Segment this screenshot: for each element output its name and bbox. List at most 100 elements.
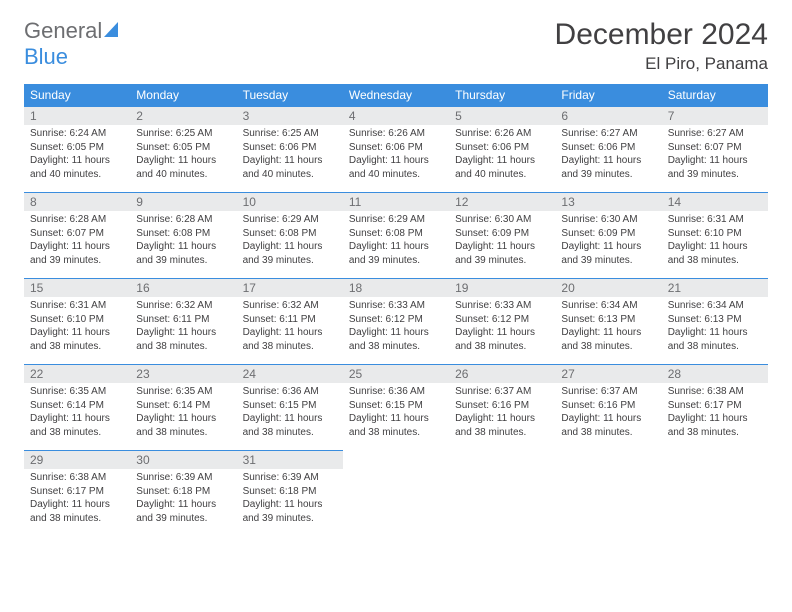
calendar-cell: 5Sunrise: 6:26 AMSunset: 6:06 PMDaylight…	[449, 106, 555, 192]
day-cell: 15Sunrise: 6:31 AMSunset: 6:10 PMDayligh…	[24, 278, 130, 364]
day-number: 24	[237, 365, 343, 383]
calendar-cell: 9Sunrise: 6:28 AMSunset: 6:08 PMDaylight…	[130, 192, 236, 278]
day-details: Sunrise: 6:29 AMSunset: 6:08 PMDaylight:…	[237, 211, 343, 269]
day-cell: 5Sunrise: 6:26 AMSunset: 6:06 PMDaylight…	[449, 106, 555, 192]
day-details: Sunrise: 6:27 AMSunset: 6:07 PMDaylight:…	[662, 125, 768, 183]
calendar-cell: 6Sunrise: 6:27 AMSunset: 6:06 PMDaylight…	[555, 106, 661, 192]
logo-text-gray: General	[24, 18, 102, 43]
day-cell: 14Sunrise: 6:31 AMSunset: 6:10 PMDayligh…	[662, 192, 768, 278]
day-details: Sunrise: 6:36 AMSunset: 6:15 PMDaylight:…	[237, 383, 343, 441]
day-cell: 3Sunrise: 6:25 AMSunset: 6:06 PMDaylight…	[237, 106, 343, 192]
calendar-cell: 20Sunrise: 6:34 AMSunset: 6:13 PMDayligh…	[555, 278, 661, 364]
day-number: 10	[237, 193, 343, 211]
day-number: 6	[555, 107, 661, 125]
calendar-cell: 14Sunrise: 6:31 AMSunset: 6:10 PMDayligh…	[662, 192, 768, 278]
day-details: Sunrise: 6:26 AMSunset: 6:06 PMDaylight:…	[449, 125, 555, 183]
day-number: 28	[662, 365, 768, 383]
day-cell: 16Sunrise: 6:32 AMSunset: 6:11 PMDayligh…	[130, 278, 236, 364]
calendar-row: 29Sunrise: 6:38 AMSunset: 6:17 PMDayligh…	[24, 450, 768, 536]
day-number: 7	[662, 107, 768, 125]
calendar-cell: 13Sunrise: 6:30 AMSunset: 6:09 PMDayligh…	[555, 192, 661, 278]
calendar-cell: 24Sunrise: 6:36 AMSunset: 6:15 PMDayligh…	[237, 364, 343, 450]
day-cell: 2Sunrise: 6:25 AMSunset: 6:05 PMDaylight…	[130, 106, 236, 192]
day-number: 5	[449, 107, 555, 125]
day-details: Sunrise: 6:24 AMSunset: 6:05 PMDaylight:…	[24, 125, 130, 183]
day-details: Sunrise: 6:28 AMSunset: 6:07 PMDaylight:…	[24, 211, 130, 269]
day-details: Sunrise: 6:39 AMSunset: 6:18 PMDaylight:…	[237, 469, 343, 527]
day-cell: 12Sunrise: 6:30 AMSunset: 6:09 PMDayligh…	[449, 192, 555, 278]
day-cell: 20Sunrise: 6:34 AMSunset: 6:13 PMDayligh…	[555, 278, 661, 364]
day-number: 18	[343, 279, 449, 297]
day-details: Sunrise: 6:38 AMSunset: 6:17 PMDaylight:…	[662, 383, 768, 441]
calendar-cell: 27Sunrise: 6:37 AMSunset: 6:16 PMDayligh…	[555, 364, 661, 450]
calendar-cell: 11Sunrise: 6:29 AMSunset: 6:08 PMDayligh…	[343, 192, 449, 278]
calendar-cell: 18Sunrise: 6:33 AMSunset: 6:12 PMDayligh…	[343, 278, 449, 364]
day-number: 14	[662, 193, 768, 211]
day-number: 27	[555, 365, 661, 383]
day-number: 19	[449, 279, 555, 297]
weekday-row: SundayMondayTuesdayWednesdayThursdayFrid…	[24, 84, 768, 106]
calendar-cell: 10Sunrise: 6:29 AMSunset: 6:08 PMDayligh…	[237, 192, 343, 278]
day-cell: 25Sunrise: 6:36 AMSunset: 6:15 PMDayligh…	[343, 364, 449, 450]
day-cell: 7Sunrise: 6:27 AMSunset: 6:07 PMDaylight…	[662, 106, 768, 192]
day-details: Sunrise: 6:32 AMSunset: 6:11 PMDaylight:…	[237, 297, 343, 355]
day-cell: 22Sunrise: 6:35 AMSunset: 6:14 PMDayligh…	[24, 364, 130, 450]
day-details: Sunrise: 6:39 AMSunset: 6:18 PMDaylight:…	[130, 469, 236, 527]
calendar-cell: 19Sunrise: 6:33 AMSunset: 6:12 PMDayligh…	[449, 278, 555, 364]
day-cell: 28Sunrise: 6:38 AMSunset: 6:17 PMDayligh…	[662, 364, 768, 450]
day-details: Sunrise: 6:28 AMSunset: 6:08 PMDaylight:…	[130, 211, 236, 269]
calendar-cell: 4Sunrise: 6:26 AMSunset: 6:06 PMDaylight…	[343, 106, 449, 192]
day-details: Sunrise: 6:25 AMSunset: 6:05 PMDaylight:…	[130, 125, 236, 183]
day-cell: 1Sunrise: 6:24 AMSunset: 6:05 PMDaylight…	[24, 106, 130, 192]
day-details: Sunrise: 6:35 AMSunset: 6:14 PMDaylight:…	[24, 383, 130, 441]
day-details: Sunrise: 6:26 AMSunset: 6:06 PMDaylight:…	[343, 125, 449, 183]
month-title: December 2024	[555, 18, 768, 52]
calendar-head: SundayMondayTuesdayWednesdayThursdayFrid…	[24, 84, 768, 106]
day-cell: 21Sunrise: 6:34 AMSunset: 6:13 PMDayligh…	[662, 278, 768, 364]
calendar-cell: 25Sunrise: 6:36 AMSunset: 6:15 PMDayligh…	[343, 364, 449, 450]
day-cell: 29Sunrise: 6:38 AMSunset: 6:17 PMDayligh…	[24, 450, 130, 536]
day-details: Sunrise: 6:29 AMSunset: 6:08 PMDaylight:…	[343, 211, 449, 269]
calendar-cell: 30Sunrise: 6:39 AMSunset: 6:18 PMDayligh…	[130, 450, 236, 536]
day-cell: 17Sunrise: 6:32 AMSunset: 6:11 PMDayligh…	[237, 278, 343, 364]
day-cell: 9Sunrise: 6:28 AMSunset: 6:08 PMDaylight…	[130, 192, 236, 278]
calendar-cell: 2Sunrise: 6:25 AMSunset: 6:05 PMDaylight…	[130, 106, 236, 192]
day-cell: 24Sunrise: 6:36 AMSunset: 6:15 PMDayligh…	[237, 364, 343, 450]
day-cell: 26Sunrise: 6:37 AMSunset: 6:16 PMDayligh…	[449, 364, 555, 450]
day-number: 9	[130, 193, 236, 211]
weekday-header: Monday	[130, 84, 236, 106]
calendar-row: 22Sunrise: 6:35 AMSunset: 6:14 PMDayligh…	[24, 364, 768, 450]
day-number: 3	[237, 107, 343, 125]
day-number: 4	[343, 107, 449, 125]
day-details: Sunrise: 6:33 AMSunset: 6:12 PMDaylight:…	[343, 297, 449, 355]
calendar-cell: 26Sunrise: 6:37 AMSunset: 6:16 PMDayligh…	[449, 364, 555, 450]
day-number: 26	[449, 365, 555, 383]
day-cell: 19Sunrise: 6:33 AMSunset: 6:12 PMDayligh…	[449, 278, 555, 364]
calendar-cell: 12Sunrise: 6:30 AMSunset: 6:09 PMDayligh…	[449, 192, 555, 278]
calendar-cell	[662, 450, 768, 536]
day-cell: 4Sunrise: 6:26 AMSunset: 6:06 PMDaylight…	[343, 106, 449, 192]
page: GeneralBlue December 2024 El Piro, Panam…	[0, 0, 792, 554]
calendar-row: 1Sunrise: 6:24 AMSunset: 6:05 PMDaylight…	[24, 106, 768, 192]
calendar-cell: 23Sunrise: 6:35 AMSunset: 6:14 PMDayligh…	[130, 364, 236, 450]
calendar-cell: 21Sunrise: 6:34 AMSunset: 6:13 PMDayligh…	[662, 278, 768, 364]
logo-sail-icon	[104, 18, 124, 44]
weekday-header: Tuesday	[237, 84, 343, 106]
location: El Piro, Panama	[555, 54, 768, 74]
day-number: 1	[24, 107, 130, 125]
calendar-cell: 28Sunrise: 6:38 AMSunset: 6:17 PMDayligh…	[662, 364, 768, 450]
day-cell: 18Sunrise: 6:33 AMSunset: 6:12 PMDayligh…	[343, 278, 449, 364]
day-number: 16	[130, 279, 236, 297]
weekday-header: Wednesday	[343, 84, 449, 106]
day-cell: 30Sunrise: 6:39 AMSunset: 6:18 PMDayligh…	[130, 450, 236, 536]
calendar-cell: 15Sunrise: 6:31 AMSunset: 6:10 PMDayligh…	[24, 278, 130, 364]
day-details: Sunrise: 6:30 AMSunset: 6:09 PMDaylight:…	[449, 211, 555, 269]
day-details: Sunrise: 6:31 AMSunset: 6:10 PMDaylight:…	[24, 297, 130, 355]
day-number: 17	[237, 279, 343, 297]
day-details: Sunrise: 6:25 AMSunset: 6:06 PMDaylight:…	[237, 125, 343, 183]
calendar-body: 1Sunrise: 6:24 AMSunset: 6:05 PMDaylight…	[24, 106, 768, 536]
calendar-cell	[449, 450, 555, 536]
day-details: Sunrise: 6:34 AMSunset: 6:13 PMDaylight:…	[555, 297, 661, 355]
weekday-header: Friday	[555, 84, 661, 106]
day-details: Sunrise: 6:35 AMSunset: 6:14 PMDaylight:…	[130, 383, 236, 441]
